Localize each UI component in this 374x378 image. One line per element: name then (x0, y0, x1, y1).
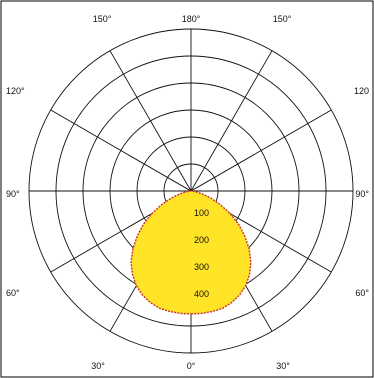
angle-label: 120° (6, 86, 25, 96)
angle-label: 150° (93, 14, 112, 24)
angle-label: 0° (187, 361, 196, 371)
angle-label: 90° (355, 189, 369, 199)
angle-label: 30° (91, 361, 105, 371)
radial-tick-labels: 100 200 300 400 (194, 208, 209, 299)
angle-label: 30° (276, 361, 290, 371)
radial-tick-label: 100 (194, 208, 209, 218)
series-layer (130, 190, 252, 315)
radial-tick-label: 400 (194, 289, 209, 299)
angle-label: 120 (354, 86, 369, 96)
radial-tick-label: 200 (194, 235, 209, 245)
angle-label: 90° (6, 189, 20, 199)
angle-labels: 150° 180° 150° 120° 120 90° 90° 60° 60° 30° 0° 30° (6, 14, 369, 371)
radial-tick-label: 300 (194, 262, 209, 272)
angle-label: 180° (182, 14, 201, 24)
angle-label: 60° (355, 288, 369, 298)
angle-label: 60° (6, 288, 20, 298)
angle-label: 150° (273, 14, 292, 24)
intensity-curve (130, 190, 252, 315)
